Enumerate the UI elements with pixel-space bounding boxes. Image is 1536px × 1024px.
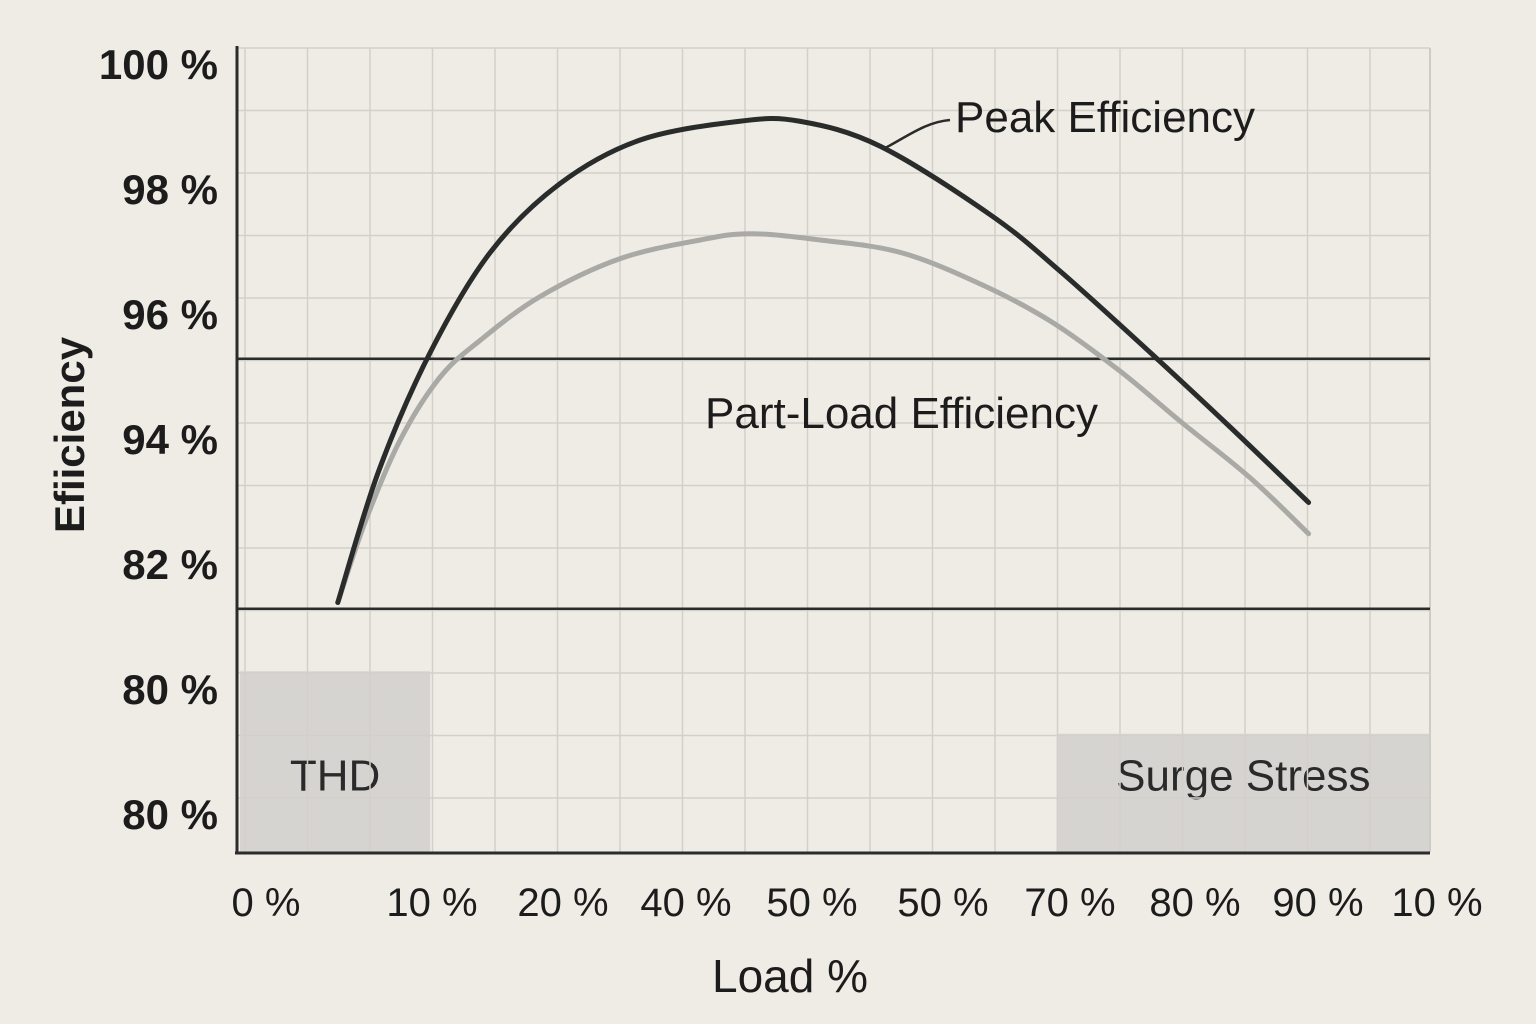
part-load-efficiency-line [335,231,1312,605]
region-label: THD [290,752,380,801]
y-tick-label: 96 % [122,291,218,338]
y-axis-label: Efiiciency [46,336,93,533]
x-tick-label: 80 % [1149,881,1240,925]
y-tick-labels: 100 % 98 % 96 % 94 % 82 % 80 % 80 % [99,41,218,838]
peak-efficiency-line [335,116,1312,605]
y-tick-label: 100 % [99,41,218,88]
y-tick-label: 80 % [122,791,218,838]
y-tick-label: 98 % [122,166,218,213]
x-tick-label: 50 % [766,881,857,925]
peak-efficiency-annotation: Peak Efficiency [955,93,1255,142]
reference-lines [237,357,1430,610]
y-tick-label: 82 % [122,541,218,588]
x-tick-label: 10 % [386,881,477,925]
part-load-efficiency-annotation: Part-Load Efficiency [705,389,1098,438]
x-tick-label: 20 % [517,881,608,925]
x-tick-label: 0 % [232,881,301,925]
region-label: Surge Stress [1116,752,1370,801]
y-tick-label: 94 % [122,416,218,463]
x-axis-label: Load % [712,950,868,1002]
x-tick-label: 40 % [640,881,731,925]
regions: THD Surge Stress [240,671,1430,853]
region-surge-stress [1056,733,1430,853]
x-tick-label: 50 % [897,881,988,925]
x-tick-labels: 0 % 10 % 20 % 40 % 50 % 50 % 70 % 80 % 90 % 10 % [232,881,1483,925]
y-tick-label: 80 % [122,666,218,713]
series [335,116,1312,605]
peak-annotation-leader [884,118,951,150]
grid [237,47,1431,852]
x-tick-label: 10 % [1391,881,1482,925]
x-tick-label: 90 % [1272,881,1363,925]
region-thd [240,671,431,853]
x-tick-label: 70 % [1024,881,1115,925]
